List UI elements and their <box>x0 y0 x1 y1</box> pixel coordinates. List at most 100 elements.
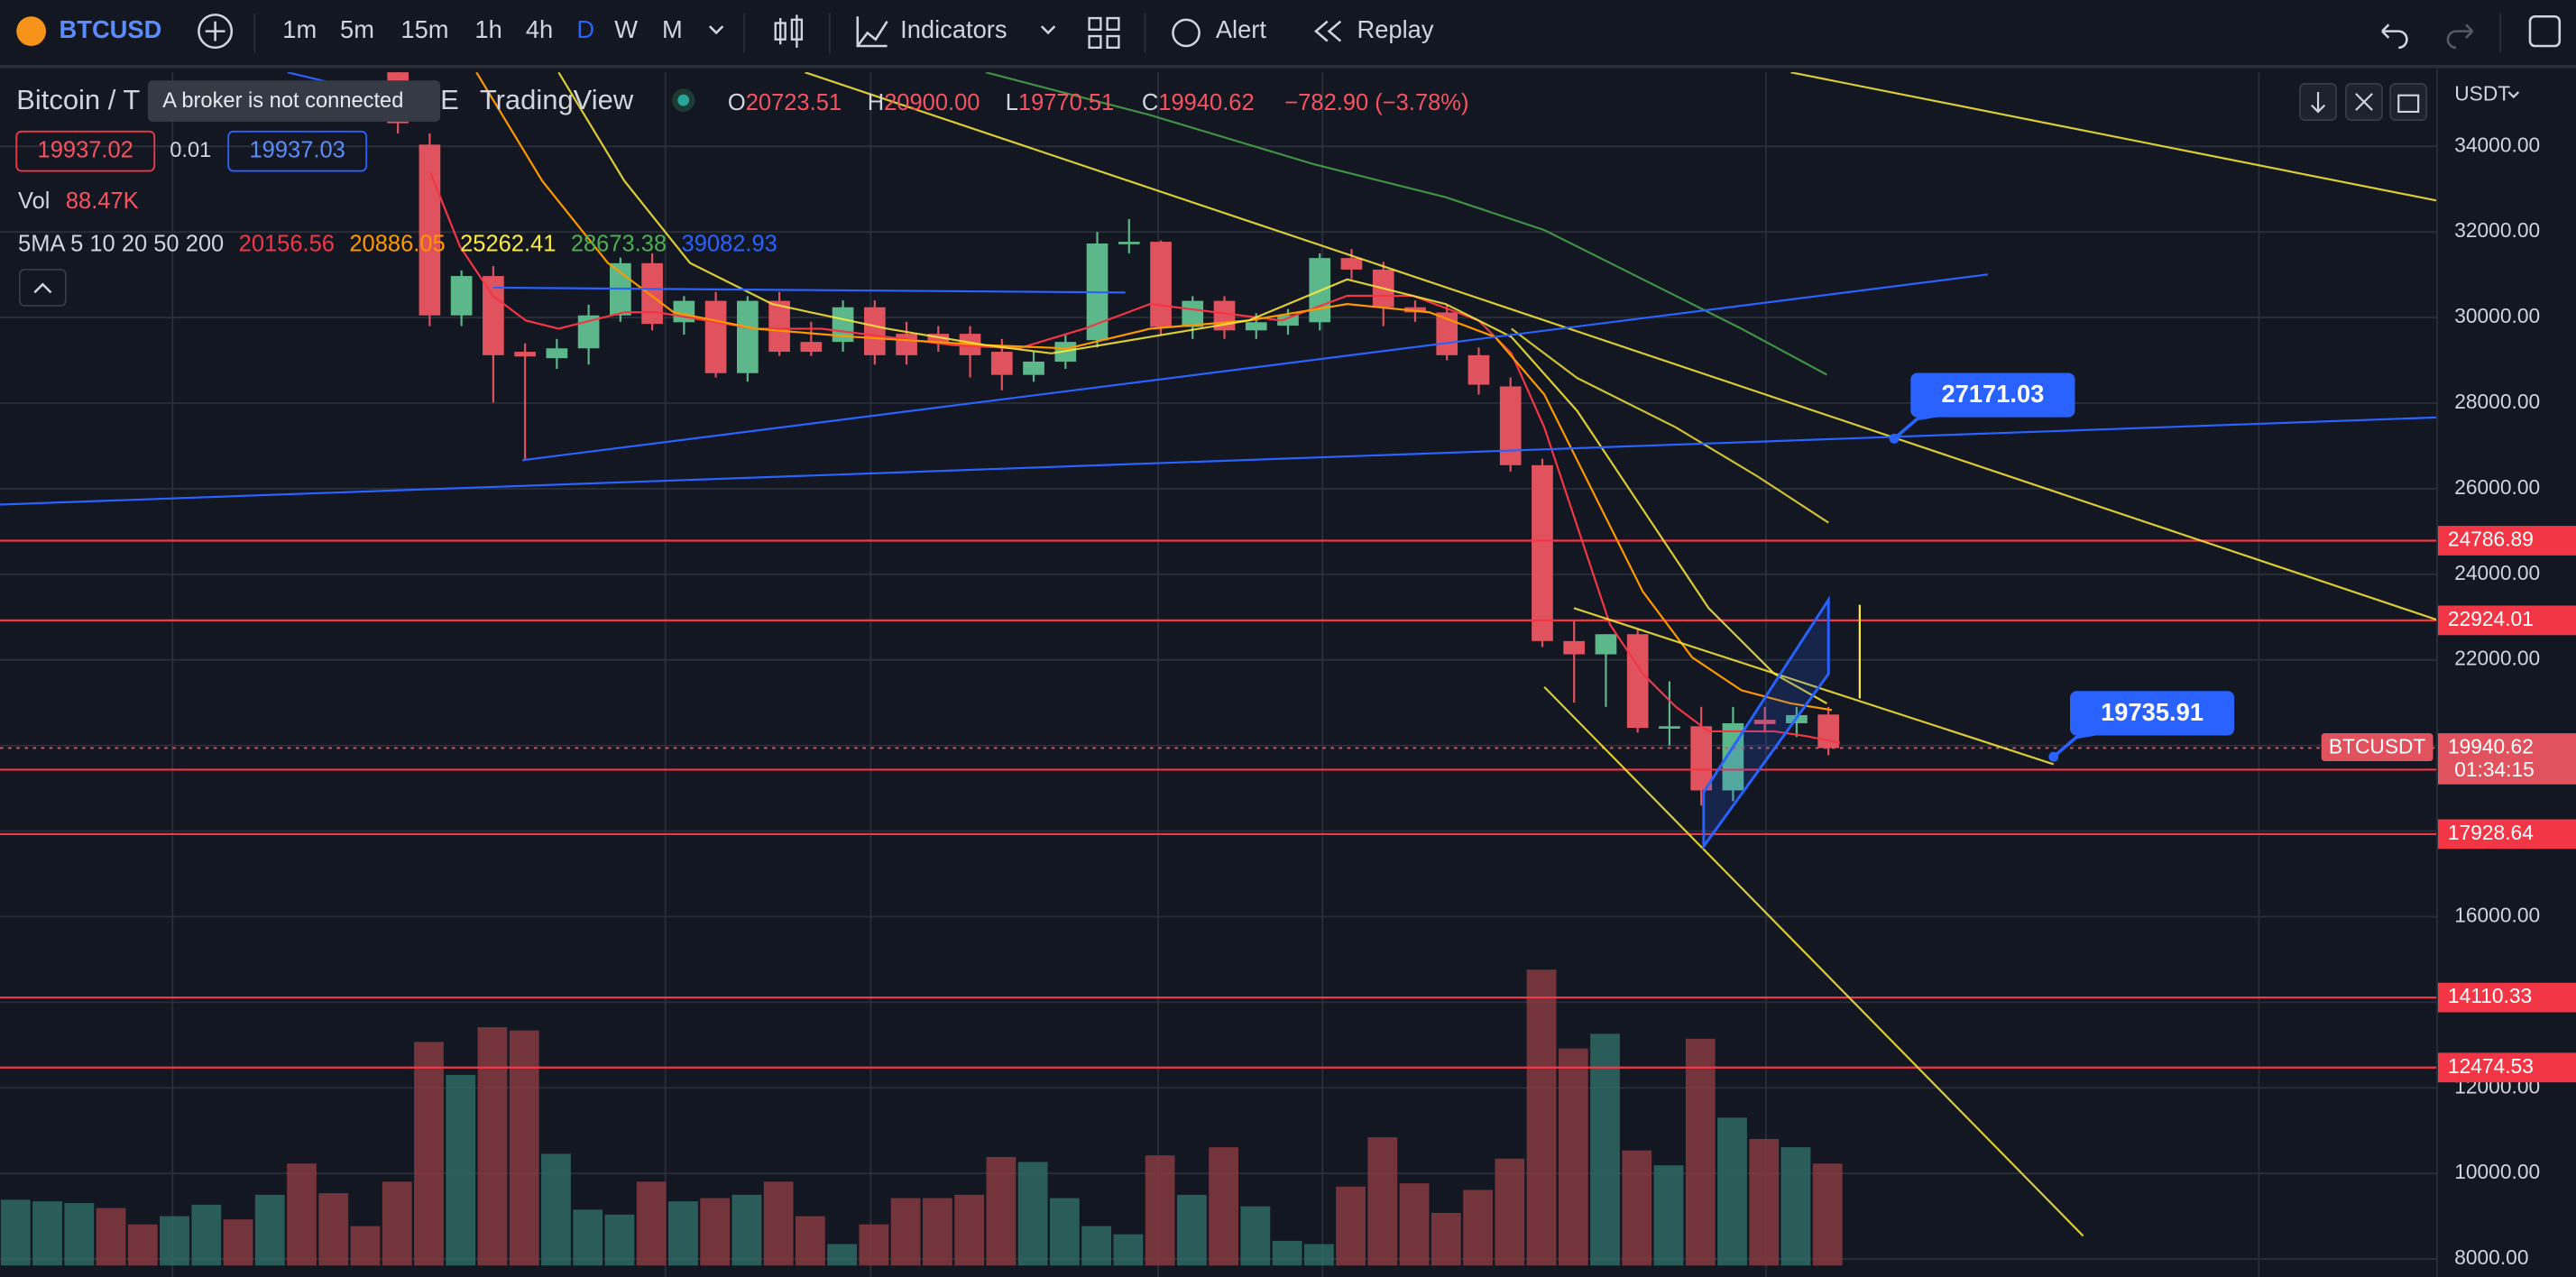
level-label: 22924.01 <box>2448 607 2534 630</box>
legend-source: TradingView <box>480 84 634 115</box>
volume-bar <box>127 1224 158 1266</box>
collapse-button[interactable] <box>18 268 67 307</box>
add-symbol[interactable] <box>198 14 234 50</box>
h-label: H <box>868 90 884 115</box>
volume-bar <box>414 1042 444 1266</box>
trend-line <box>1511 327 1829 524</box>
volume-bar <box>96 1208 126 1266</box>
candle-body <box>1499 386 1522 465</box>
volume-bar <box>890 1198 921 1266</box>
alert-icon[interactable] <box>1172 18 1201 48</box>
chevron[interactable] <box>708 25 724 35</box>
legend: Bitcoin / T E TradingView A broker is no… <box>15 80 2428 307</box>
candle-body <box>1277 315 1299 326</box>
volume-bar <box>1780 1147 1811 1266</box>
change: −782.90 (−3.78%) <box>1284 90 1468 115</box>
candle-body <box>768 300 790 353</box>
symbol[interactable]: BTCUSD <box>60 15 162 43</box>
volume-bar <box>446 1074 476 1266</box>
ohlc: O20723.51 H20900.00 L19770.51 C19940.62 … <box>728 90 1469 115</box>
y-tick-label: 26000.00 <box>2454 475 2540 499</box>
volume-bar <box>1145 1155 1175 1266</box>
volume-bar <box>1622 1150 1652 1266</box>
level-label: 12474.53 <box>2448 1054 2534 1078</box>
redo[interactable] <box>2446 23 2474 50</box>
trend-line <box>492 286 1126 294</box>
interval[interactable]: 4h <box>526 15 553 43</box>
trend-line <box>0 416 2437 506</box>
channel <box>1702 595 1830 851</box>
callout-label: 27171.03 <box>1941 380 2044 408</box>
volume-bar <box>1367 1137 1398 1266</box>
buy-button[interactable] <box>227 130 368 172</box>
volume-bar <box>509 1030 539 1266</box>
candle-body <box>704 300 727 373</box>
fullscreen[interactable] <box>2528 14 2562 48</box>
h-value: 20900.00 <box>884 90 980 115</box>
volume-bar <box>318 1193 349 1266</box>
indicators-icon[interactable] <box>856 16 888 48</box>
status-dot <box>677 94 690 106</box>
interval[interactable]: 1m <box>282 15 317 43</box>
trend-line <box>805 72 2437 621</box>
interval[interactable]: 15m <box>400 15 448 43</box>
chevron[interactable] <box>1040 25 1056 35</box>
candle-body <box>1659 726 1680 730</box>
last-price-symbol-tag <box>2321 733 2433 762</box>
candle-body <box>1182 300 1204 327</box>
candle-body <box>1626 634 1649 729</box>
candle-body <box>1150 242 1172 327</box>
interval[interactable]: M <box>662 15 683 43</box>
bid[interactable]: 19937.02 <box>38 137 133 162</box>
volume-bar <box>1749 1138 1780 1266</box>
volume-bar <box>954 1194 985 1266</box>
volume-bar <box>160 1216 189 1266</box>
l-label: L <box>1006 90 1018 115</box>
ma-line <box>429 171 1841 744</box>
volume-bar <box>1272 1240 1302 1266</box>
candle-body <box>896 334 917 355</box>
chevron[interactable] <box>2507 91 2520 99</box>
interval[interactable]: 1h <box>474 15 501 43</box>
replay-icon[interactable] <box>1314 20 1342 42</box>
alert[interactable]: Alert <box>1216 15 1267 43</box>
y-tick-label: 22000.00 <box>2454 647 2540 670</box>
callout-anchor <box>1889 433 1900 444</box>
level-label: 17928.64 <box>2448 821 2534 844</box>
price-axis: USDT 34000.00 32000.00 30000.00 28000.00 260… <box>2436 69 2576 1277</box>
callout-box <box>1910 372 2075 418</box>
spread: 0.01 <box>170 139 211 162</box>
candle-body <box>1023 361 1044 375</box>
level-tag <box>2438 982 2576 1013</box>
restore-button[interactable] <box>2389 83 2428 121</box>
callout-anchor <box>2048 751 2059 762</box>
level-label: 14110.33 <box>2448 984 2532 1007</box>
indicators[interactable]: Indicators <box>900 15 1007 43</box>
chart-type[interactable] <box>774 14 804 48</box>
candle-body <box>1340 258 1363 270</box>
volume-bar <box>350 1226 381 1266</box>
interval[interactable]: W <box>614 15 638 43</box>
candle-body <box>1467 354 1490 385</box>
candle-body <box>1753 720 1776 724</box>
interval-active[interactable]: D <box>576 15 594 43</box>
volume-bar <box>923 1198 952 1266</box>
volume-bar <box>1303 1244 1334 1266</box>
volume-bar <box>541 1153 571 1266</box>
candle-body <box>800 342 823 353</box>
replay[interactable]: Replay <box>1357 15 1433 43</box>
y-tick-label: 10000.00 <box>2454 1160 2540 1183</box>
volume-bar <box>1081 1226 1112 1266</box>
ask[interactable]: 19937.03 <box>250 137 345 162</box>
undo[interactable] <box>2381 23 2408 50</box>
ma-label: 5MA 5 10 20 50 200 <box>18 231 224 256</box>
volume-bar <box>254 1194 285 1266</box>
layouts[interactable] <box>1088 16 1120 50</box>
y-tick-label: 8000.00 <box>2454 1245 2528 1269</box>
volume-bar <box>0 1199 31 1266</box>
vol-label: Vol <box>18 188 50 214</box>
sell-button[interactable] <box>15 130 156 172</box>
currency[interactable]: USDT <box>2454 82 2510 106</box>
interval[interactable]: 5m <box>340 15 374 43</box>
